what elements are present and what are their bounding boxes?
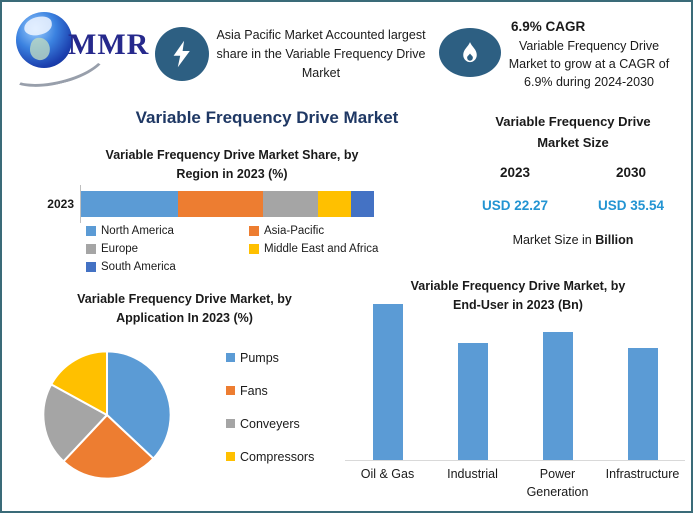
region-chart-axis-line: [80, 185, 81, 223]
region-bar-segment-south-america: [350, 191, 374, 217]
legend-item-conveyers: Conveyers: [226, 416, 314, 431]
legend-swatch-europe: [86, 243, 96, 254]
cagr-title: 6.9% CAGR: [511, 19, 586, 34]
legend-swatch-middle-east-africa: [249, 243, 259, 254]
highlight-card-text: Asia Pacific Market Accounted largest sh…: [216, 28, 426, 80]
legend-item-middle-east-africa: Middle East and Africa: [249, 242, 396, 255]
market-size-title: Variable Frequency Drive Market Size: [457, 111, 689, 154]
legend-label-europe: Europe: [101, 242, 139, 255]
enduser-chart-title: Variable Frequency Drive Market, by End-…: [350, 277, 686, 316]
legend-label-pumps: Pumps: [240, 350, 279, 365]
market-size-value-2023: USD 22.27: [481, 198, 549, 213]
application-chart-title: Variable Frequency Drive Market, by Appl…: [27, 290, 342, 329]
flame-icon: [463, 41, 477, 62]
enduser-axis-labels: Oil & Gas Industrial Power Generation In…: [345, 465, 685, 501]
legend-item-pumps: Pumps: [226, 350, 314, 365]
legend-swatch-conveyers: [226, 419, 235, 428]
pie-slice-conveyers: [42, 383, 109, 463]
enduser-chart-title-line2: End-User in 2023 (Bn): [453, 298, 583, 313]
legend-label-conveyers: Conveyers: [240, 416, 300, 431]
enduser-bar-col-oil-gas: [345, 304, 430, 460]
market-size-value-2030: USD 35.54: [597, 198, 665, 213]
application-pie-chart: [42, 350, 172, 480]
legend-swatch-compressors: [226, 452, 235, 461]
region-bar-segment-europe: [262, 191, 319, 217]
legend-item-europe: Europe: [86, 242, 249, 255]
logo-text: MMR: [68, 28, 150, 61]
region-stacked-bar: [81, 191, 374, 217]
legend-swatch-fans: [226, 386, 235, 395]
market-size-title-line2: Market Size: [537, 135, 609, 151]
market-size-footnote-prefix: Market Size in: [512, 233, 596, 247]
region-chart-legend: North America Asia-Pacific Europe Middle…: [86, 224, 396, 273]
region-chart-year-label: 2023: [47, 197, 74, 211]
market-size-values: USD 22.27 USD 35.54: [457, 198, 689, 213]
bar-oil-and-gas: [372, 304, 403, 460]
legend-label-fans: Fans: [240, 383, 268, 398]
bar-power-generation: [542, 332, 573, 460]
axis-label-oil-and-gas: Oil & Gas: [360, 467, 415, 481]
market-size-years: 2023 2030: [457, 165, 689, 180]
lightning-bolt-icon: [173, 40, 190, 68]
legend-label-north-america: North America: [101, 224, 174, 237]
market-size-footnote-unit: Billion: [595, 233, 634, 247]
bar-industrial: [457, 343, 488, 460]
market-size-footnote: Market Size in Billion: [452, 233, 691, 247]
application-chart-legend: Pumps Fans Conveyers Compressors: [226, 350, 315, 464]
enduser-chart-title-line1: Variable Frequency Drive Market, by: [410, 279, 626, 293]
market-size-year-2023: 2023: [499, 165, 531, 180]
mmr-logo: MMR: [2, 8, 152, 96]
legend-label-middle-east-africa: Middle East and Africa: [264, 242, 379, 255]
page-title: Variable Frequency Drive Market: [135, 108, 399, 127]
application-chart-title-line1: Variable Frequency Drive Market, by: [77, 292, 292, 306]
region-chart-title: Variable Frequency Drive Market Share, b…: [57, 146, 407, 185]
region-chart-title-line2: Region in 2023 (%): [176, 167, 288, 182]
legend-label-asia-pacific: Asia-Pacific: [264, 224, 325, 237]
enduser-bar-plot: [345, 296, 685, 461]
region-chart-title-line1: Variable Frequency Drive Market Share, b…: [105, 148, 359, 162]
region-bar-segment-north-america: [81, 191, 178, 217]
legend-label-compressors: Compressors: [240, 449, 315, 464]
cagr-text: Variable Frequency Drive Market to grow …: [508, 39, 670, 89]
legend-swatch-north-america: [86, 225, 96, 236]
pie-slice-compressors: [50, 350, 109, 417]
pie-slice-pumps: [105, 350, 172, 460]
axis-label-industrial: Industrial: [447, 467, 498, 481]
enduser-bar-col-industrial: [430, 343, 515, 460]
lightning-bolt-badge: [155, 27, 209, 81]
legend-item-north-america: North America: [86, 224, 249, 237]
market-size-year-2030: 2030: [615, 165, 647, 180]
axis-label-infrastructure: Infrastructure: [605, 467, 680, 481]
legend-item-south-america: South America: [86, 260, 249, 273]
application-chart-title-line2: Application In 2023 (%): [116, 311, 253, 326]
pie-slice-fans: [62, 413, 155, 480]
region-bar-segment-middle-east-and-africa: [318, 191, 351, 217]
axis-label-power-generation: Power Generation: [526, 467, 589, 500]
legend-swatch-asia-pacific: [249, 225, 259, 236]
legend-swatch-south-america: [86, 261, 96, 272]
enduser-bar-col-infrastructure: [600, 347, 685, 460]
region-bar-segment-asia-pacific: [177, 191, 263, 217]
flame-badge: [439, 28, 501, 77]
legend-item-fans: Fans: [226, 383, 314, 398]
legend-swatch-pumps: [226, 353, 235, 362]
globe-icon: [16, 12, 72, 68]
enduser-bar-col-power-generation: [515, 332, 600, 460]
legend-item-asia-pacific: Asia-Pacific: [249, 224, 396, 237]
legend-label-south-america: South America: [101, 260, 176, 273]
legend-item-compressors: Compressors: [226, 449, 315, 464]
bar-infrastructure: [627, 347, 658, 460]
market-size-title-line1: Variable Frequency Drive: [495, 114, 651, 129]
